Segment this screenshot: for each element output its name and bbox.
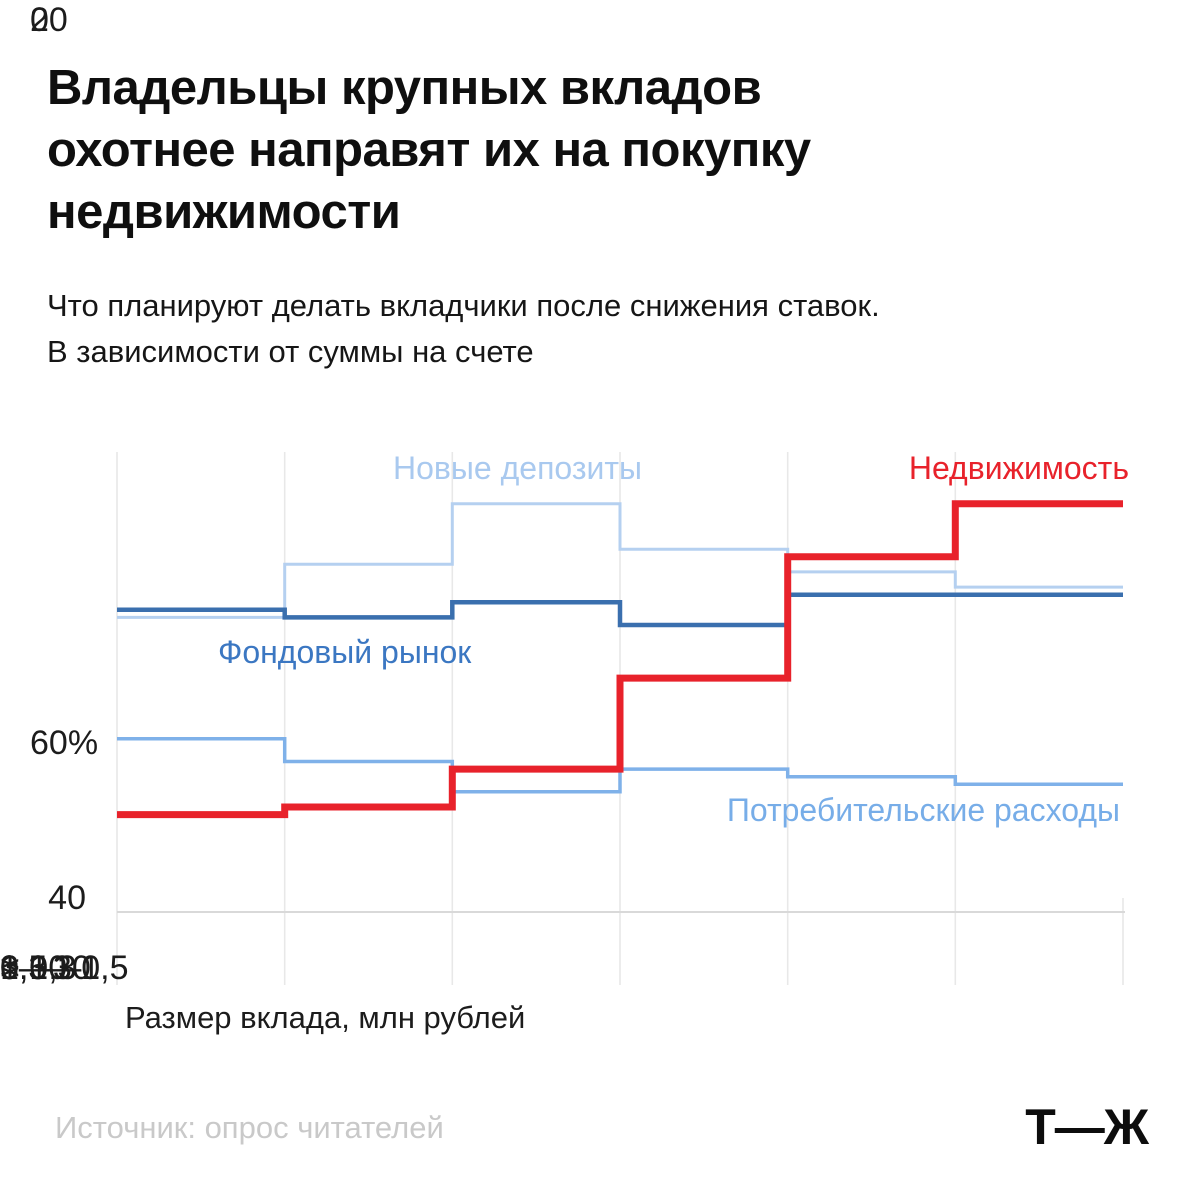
y-axis-label-20: 20 bbox=[30, 1, 68, 39]
chart-subtitle: Что планируют делать вкладчики после сни… bbox=[47, 283, 1047, 375]
series-label-real-estate: Недвижимость bbox=[908, 450, 1129, 486]
series-path-4 bbox=[117, 500, 1123, 819]
series-path-2 bbox=[117, 737, 1123, 794]
page-title-line-1: Владельцы крупных вкладов bbox=[47, 61, 762, 115]
x-axis-label-4: 1—3 bbox=[0, 949, 72, 987]
series-label-consumer-spending: Потребительские расходы bbox=[726, 792, 1120, 828]
x-axis-label-5: 3—10 bbox=[0, 949, 91, 987]
y-axis-label-60: 60% bbox=[30, 724, 99, 762]
x-axis-label-3: 0,5—1 bbox=[0, 949, 101, 987]
source-note: Источник: опрос читателей bbox=[55, 1110, 444, 1145]
x-axis-label-1: < 0,3 bbox=[0, 949, 77, 987]
y-axis-label-40: 40 bbox=[48, 879, 86, 917]
series-path-1 bbox=[117, 502, 1123, 619]
series-label-stock-market: Фондовый рынок bbox=[218, 634, 472, 670]
page-title-line-2: охотнее направят их на покупку bbox=[47, 123, 811, 177]
page-title-line-3: недвижимости bbox=[47, 185, 401, 239]
series-path-3 bbox=[117, 592, 1123, 628]
y-axis-label-0: 0 bbox=[30, 1, 49, 39]
chart-subtitle-line-2: В зависимости от суммы на счете bbox=[47, 334, 534, 369]
brand-logo: Т—Ж bbox=[1025, 1099, 1149, 1155]
chart-subtitle-line-1: Что планируют делать вкладчики после сни… bbox=[47, 288, 880, 323]
page-title: Владельцы крупных вкладов охотнее направ… bbox=[47, 57, 1107, 243]
x-axis-title: Размер вклада, млн рублей bbox=[125, 1000, 526, 1035]
x-axis-label-2: 0,3—0,5 bbox=[0, 949, 129, 987]
x-axis-label-6: > 10 bbox=[0, 949, 68, 987]
series-label-new-deposits: Новые депозиты bbox=[393, 450, 643, 486]
